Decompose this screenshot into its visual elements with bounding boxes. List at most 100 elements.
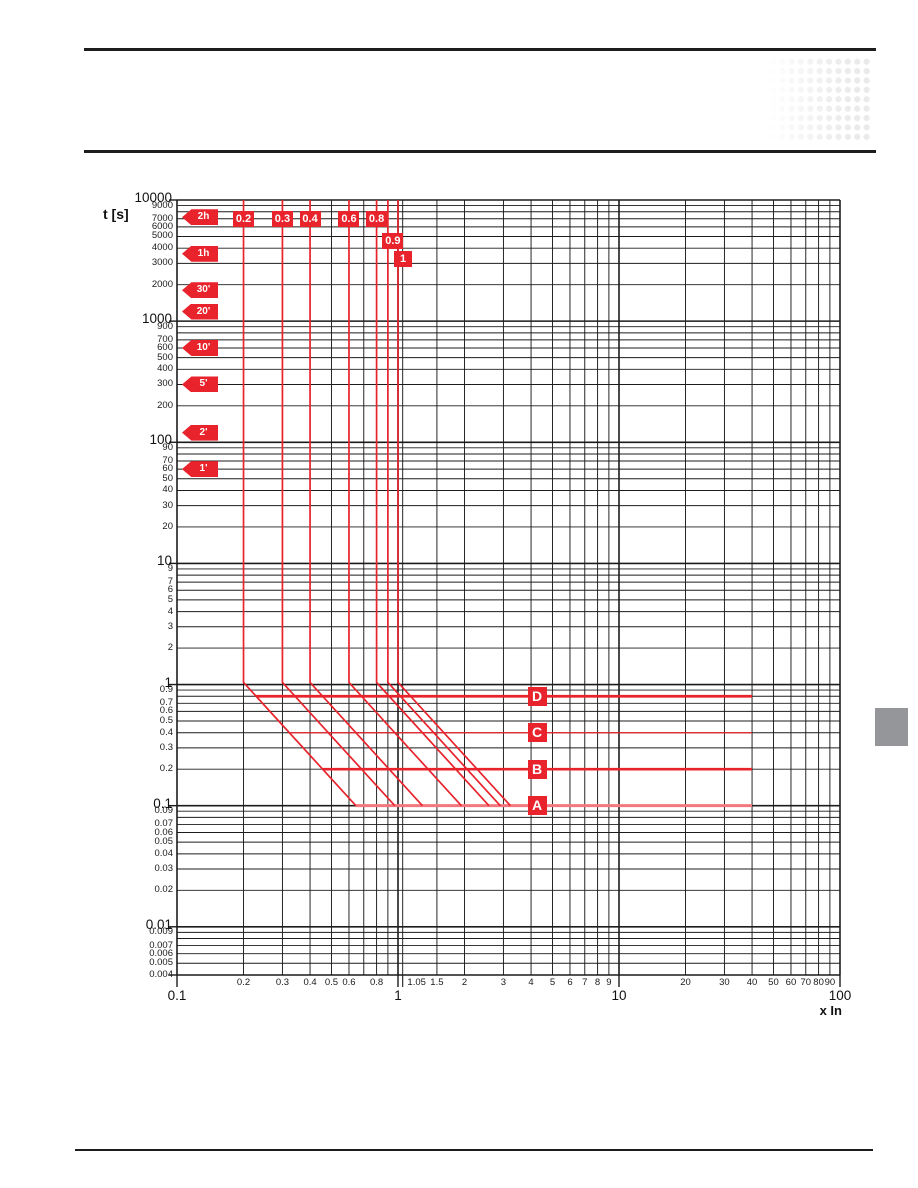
y-tick-label: 600: [157, 342, 173, 353]
x-axis-title: x In: [819, 1003, 842, 1018]
time-flag: 20': [182, 303, 218, 320]
x-tick-label: 1: [394, 988, 402, 1003]
time-flag: 1h: [182, 245, 218, 262]
y-tick-label: 500: [157, 351, 173, 363]
x-tick-label: 0.4: [303, 977, 317, 988]
y-tick-label: 0.07: [154, 818, 174, 830]
y-tick-label: 0.006: [149, 947, 173, 959]
y-tick-label: 400: [157, 363, 173, 375]
x-tick-label: 2: [461, 977, 468, 988]
footer-rule: [75, 1149, 873, 1151]
y-tick-label: 9000: [151, 199, 173, 211]
x-tick-label: 5: [549, 977, 556, 988]
x-tick-label: 70: [800, 977, 812, 988]
y-tick-label: 3: [167, 620, 173, 632]
y-tick-label: 4: [167, 605, 173, 617]
trip-line-label: C: [527, 723, 547, 743]
x-tick-label: 9: [606, 977, 612, 988]
trip-line-label: D: [527, 686, 547, 706]
x-tick-label: 4: [528, 977, 534, 988]
x-tick-label: 50: [768, 977, 779, 988]
y-tick-label: 300: [157, 378, 173, 390]
y-tick-label: 60: [162, 463, 173, 475]
x-tick-label: 30: [719, 977, 730, 988]
x-tick-label: 0.5: [324, 977, 339, 988]
y-tick-label: 0.6: [159, 705, 173, 717]
x-tick-label: 40: [746, 977, 758, 988]
setting-value-label: 0.2: [233, 211, 255, 227]
y-tick-label: 0.9: [159, 684, 173, 696]
y-tick-label: 0.1: [153, 795, 172, 811]
setting-value-label: 1: [394, 251, 412, 267]
time-flag: 30': [182, 282, 218, 299]
y-tick-label: 5: [167, 593, 173, 605]
setting-value-label: 0.6: [338, 211, 360, 227]
y-tick-label: 0.4: [159, 726, 173, 738]
y-tick-label: 900: [157, 320, 173, 332]
setting-value-label: 0.4: [299, 211, 321, 227]
y-tick-label: 9: [167, 562, 173, 574]
y-tick-label: 30: [162, 499, 173, 511]
y-tick-label: 100: [149, 432, 172, 448]
x-tick-label: 0.6: [342, 977, 356, 988]
x-tick-label: 0.8: [369, 977, 384, 988]
header-rule-top: [84, 48, 876, 51]
x-tick-label: 1.5: [430, 977, 444, 988]
y-tick-label: 0.3: [159, 741, 173, 753]
time-flag: 2h: [182, 209, 218, 226]
y-tick-label: 6: [167, 584, 173, 596]
x-tick-label: 8: [594, 977, 601, 988]
x-tick-label: 0.1: [167, 988, 187, 1003]
y-axis-title: t [s]: [103, 206, 129, 222]
y-tick-label: 0.09: [154, 805, 174, 817]
y-tick-label: 0.009: [149, 926, 173, 938]
y-tick-label: 0.02: [154, 884, 174, 896]
y-tick-label: 200: [157, 399, 173, 411]
y-tick-label: 0.03: [154, 863, 174, 874]
y-tick-label: 0.004: [149, 969, 173, 980]
y-tick-label: 90: [162, 441, 173, 453]
time-flag: 2': [182, 424, 218, 441]
y-tick-label: 2: [167, 642, 173, 654]
setting-value-label: 0.8: [366, 211, 388, 227]
y-tick-label: 5000: [151, 230, 173, 242]
setting-value-label: 0.9: [382, 233, 404, 249]
y-tick-label: 1000: [141, 311, 172, 327]
x-tick-label: 10: [611, 988, 627, 1003]
halftone-dot-pattern: [768, 57, 872, 141]
x-tick-label: 7: [582, 977, 588, 988]
y-tick-label: 0.04: [154, 847, 174, 859]
y-tick-label: 20: [162, 520, 173, 532]
y-tick-label: 0.01: [145, 916, 172, 932]
y-tick-label: 2000: [151, 278, 173, 290]
y-tick-label: 3000: [151, 257, 173, 269]
x-tick-label: 6: [567, 977, 573, 988]
y-tick-label: 7: [167, 576, 173, 588]
y-tick-label: 10: [156, 553, 172, 569]
x-tick-label: 90: [824, 977, 836, 988]
time-flag: 5': [182, 376, 218, 393]
x-tick-label: 0.3: [275, 977, 290, 988]
y-tick-label: 6000: [151, 220, 173, 232]
header-rule-bottom: [84, 150, 876, 153]
x-tick-label: 0.2: [236, 977, 251, 988]
y-tick-label: 7000: [151, 212, 173, 224]
x-tick-label: 60: [785, 977, 797, 988]
y-tick-label: 70: [162, 455, 173, 467]
trip-line-label: B: [527, 759, 547, 779]
x-tick-label: 3: [500, 977, 507, 988]
y-tick-label: 0.5: [159, 714, 173, 726]
time-flag: 1': [182, 461, 218, 478]
y-tick-label: 4000: [151, 242, 173, 254]
y-tick-label: 700: [157, 333, 173, 345]
y-tick-label: 10000: [134, 190, 172, 205]
x-tick-label: 20: [680, 977, 691, 988]
y-tick-label: 0.007: [149, 939, 173, 951]
y-tick-label: 1: [164, 674, 172, 690]
x-tick-label: 100: [828, 988, 852, 1003]
y-tick-label: 0.2: [159, 763, 173, 775]
y-tick-label: 50: [162, 472, 173, 484]
x-tick-label: 1.05: [407, 977, 426, 988]
y-tick-label: 0.05: [154, 836, 174, 848]
page-edge-tab: [875, 708, 908, 746]
